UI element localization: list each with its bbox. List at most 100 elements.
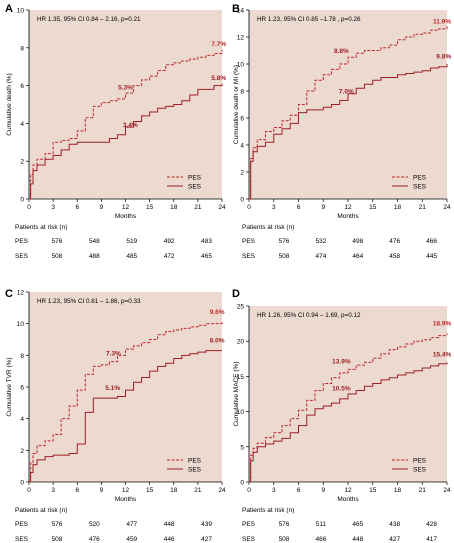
risk-value: 474 <box>315 253 326 260</box>
risk-value: 519 <box>126 238 137 245</box>
risk-row-label-ses: SES <box>242 536 256 543</box>
y-tick-label: 4 <box>20 416 24 423</box>
data-label: 15.4% <box>433 352 452 359</box>
y-tick-label: 0 <box>20 197 24 204</box>
panel-label: C <box>5 288 13 300</box>
x-tick-label: 24 <box>443 204 451 211</box>
x-tick-label: 0 <box>247 204 251 211</box>
y-tick-label: 10 <box>237 409 245 416</box>
x-tick-label: 12 <box>122 204 130 211</box>
risk-value: 458 <box>389 253 400 260</box>
data-label: 9.8% <box>436 54 451 61</box>
x-tick-label: 24 <box>218 204 226 211</box>
risk-value: 448 <box>352 536 363 543</box>
y-tick-label: 12 <box>17 290 25 297</box>
x-tick-label: 6 <box>75 204 79 211</box>
x-tick-label: 9 <box>100 204 104 211</box>
risk-value: 446 <box>164 536 175 543</box>
data-label: 7.7% <box>211 41 226 48</box>
risk-value: 508 <box>52 536 63 543</box>
y-tick-label: 6 <box>20 385 24 392</box>
y-axis-label: Cumulative TVR (%) <box>6 357 13 416</box>
x-tick-label: 18 <box>170 487 178 494</box>
data-label: 3.4% <box>123 122 138 129</box>
risk-value: 464 <box>352 253 363 260</box>
risk-table-title: Patients at risk (n) <box>15 224 67 231</box>
plot-background <box>249 10 447 199</box>
y-tick-label: 4 <box>240 143 244 150</box>
x-tick-label: 0 <box>27 204 31 211</box>
risk-value: 439 <box>201 521 212 528</box>
y-tick-label: 8 <box>20 45 24 52</box>
x-tick-label: 12 <box>122 487 130 494</box>
x-tick-label: 9 <box>100 487 104 494</box>
legend-label-ses: SES <box>188 466 202 473</box>
y-tick-label: 8 <box>20 353 24 360</box>
risk-value: 465 <box>201 253 212 260</box>
y-tick-label: 0 <box>240 480 244 487</box>
risk-value: 576 <box>52 521 63 528</box>
data-label: 7.3% <box>106 350 121 357</box>
x-axis-label: Months <box>337 496 359 503</box>
data-label: 8.0% <box>210 338 225 345</box>
legend-label-pes: PES <box>413 174 427 181</box>
series-line-pes <box>249 333 448 483</box>
legend-label-ses: SES <box>188 183 202 190</box>
risk-value: 427 <box>389 536 400 543</box>
series-line-pes <box>29 322 223 483</box>
x-tick-label: 21 <box>194 487 202 494</box>
hazard-ratio-annotation: HR 1.23, 95% CI 0.85 –1.78 , p=0.26 <box>257 16 361 23</box>
x-tick-label: 24 <box>218 487 226 494</box>
y-tick-label: 10 <box>17 8 25 15</box>
risk-value: 498 <box>352 238 363 245</box>
risk-value: 508 <box>52 253 63 260</box>
risk-value: 476 <box>389 238 400 245</box>
risk-value: 465 <box>352 521 363 528</box>
legend-label-pes: PES <box>188 457 202 464</box>
panel-label: A <box>5 3 13 15</box>
risk-value: 466 <box>315 536 326 543</box>
risk-value: 445 <box>426 253 437 260</box>
y-tick-label: 12 <box>237 35 245 42</box>
risk-row-label-pes: PES <box>242 238 256 245</box>
x-tick-label: 6 <box>297 204 301 211</box>
risk-value: 508 <box>279 253 290 260</box>
y-tick-label: 10 <box>237 62 245 69</box>
x-axis-label: Months <box>115 496 137 503</box>
risk-value: 483 <box>201 238 212 245</box>
hazard-ratio-annotation: HR 1.23, 95% CI 0.81 – 1.86, p=0.33 <box>37 298 141 305</box>
x-tick-label: 3 <box>51 487 55 494</box>
chart-panel-d: D 0 5 10 15 20 25 0 3 6 9 12 15 18 21 24 Months Cumulativ… <box>232 288 451 543</box>
y-tick-label: 14 <box>237 8 245 15</box>
risk-value: 488 <box>89 253 100 260</box>
x-tick-label: 12 <box>344 487 352 494</box>
x-tick-label: 3 <box>272 487 276 494</box>
risk-value: 438 <box>389 521 400 528</box>
y-tick-label: 2 <box>240 170 244 177</box>
legend-label-ses: SES <box>413 183 427 190</box>
x-tick-label: 0 <box>247 487 251 494</box>
risk-value: 428 <box>426 521 437 528</box>
risk-value: 485 <box>126 253 137 260</box>
y-axis-label: Cumulative death (%) <box>6 73 13 136</box>
risk-value: 576 <box>279 521 290 528</box>
risk-value: 459 <box>126 536 137 543</box>
series-line-pes <box>29 49 223 200</box>
x-tick-label: 15 <box>146 204 154 211</box>
x-tick-label: 24 <box>443 487 451 494</box>
x-tick-label: 15 <box>369 204 377 211</box>
panel-label: B <box>232 3 240 15</box>
legend-label-pes: PES <box>413 457 427 464</box>
x-tick-label: 9 <box>321 204 325 211</box>
x-tick-label: 15 <box>369 487 377 494</box>
risk-row-label-ses: SES <box>242 253 256 260</box>
risk-value: 576 <box>52 238 63 245</box>
risk-value: 477 <box>126 521 137 528</box>
x-tick-label: 21 <box>194 204 202 211</box>
risk-table-title: Patients at risk (n) <box>242 224 294 231</box>
plot-background <box>29 10 222 199</box>
